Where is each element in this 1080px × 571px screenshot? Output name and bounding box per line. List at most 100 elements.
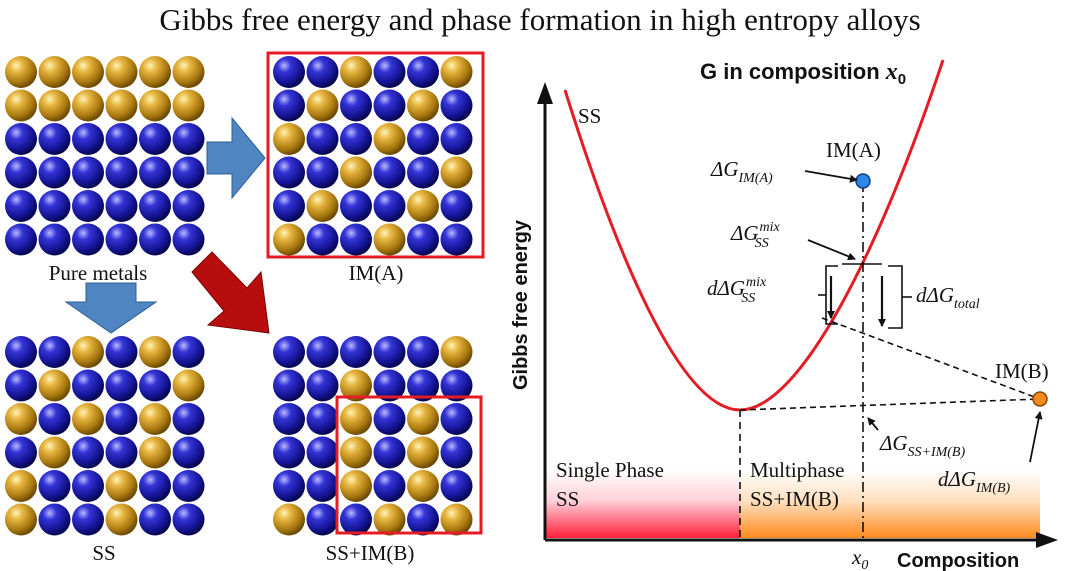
blue-atom bbox=[440, 403, 473, 435]
blue-atom bbox=[72, 156, 104, 189]
gold-atom bbox=[440, 156, 473, 189]
blue-atom bbox=[440, 123, 473, 155]
blue-atom bbox=[373, 436, 406, 469]
blue-atom bbox=[38, 156, 71, 189]
gold-atom bbox=[273, 223, 305, 256]
im-b-region-frame bbox=[335, 395, 483, 535]
blue-atom bbox=[105, 156, 138, 189]
blue-atom bbox=[38, 336, 71, 368]
blue-atom bbox=[340, 336, 372, 368]
blue-atom bbox=[172, 223, 205, 256]
blue-atom bbox=[139, 156, 171, 189]
blue-atom bbox=[172, 336, 205, 368]
gold-atom bbox=[273, 123, 305, 155]
gold-atom bbox=[139, 403, 171, 435]
blue-atom bbox=[5, 436, 37, 469]
gold-atom bbox=[105, 89, 138, 122]
blue-atom bbox=[72, 470, 104, 502]
gold-atom bbox=[139, 89, 171, 122]
blue-atom bbox=[340, 190, 372, 222]
label-pure-metals: Pure metals bbox=[49, 261, 148, 285]
blue-atom bbox=[407, 503, 439, 536]
point-label-im-b: IM(B) bbox=[995, 359, 1049, 383]
blue-atom bbox=[38, 470, 71, 502]
gold-atom bbox=[340, 56, 372, 88]
blue-atom bbox=[139, 123, 171, 155]
figure-title: Gibbs free energy and phase formation in… bbox=[159, 2, 920, 37]
blue-atom bbox=[273, 470, 305, 502]
gold-atom bbox=[5, 403, 37, 435]
arrow-d-dg-im-b bbox=[1029, 411, 1043, 463]
gold-atom bbox=[5, 56, 37, 88]
gold-atom bbox=[440, 503, 473, 536]
gold-atom bbox=[105, 56, 138, 88]
blue-atom bbox=[5, 336, 37, 368]
blue-atom bbox=[38, 223, 71, 256]
label-d-dg-ss-mix: dΔGmix SS bbox=[707, 275, 767, 306]
point-im-b bbox=[1032, 391, 1048, 407]
gold-atom bbox=[5, 89, 37, 122]
gold-atom bbox=[373, 123, 406, 155]
blue-atom bbox=[373, 369, 406, 402]
gold-atom bbox=[440, 336, 473, 368]
region-multi-line1: Multiphase bbox=[750, 458, 845, 482]
region-multi-line2: SS+IM(B) bbox=[750, 487, 839, 511]
gold-atom bbox=[38, 89, 71, 122]
blue-atom bbox=[407, 369, 439, 402]
blue-atom bbox=[340, 123, 372, 155]
gold-atom bbox=[172, 369, 205, 402]
blue-atom bbox=[139, 503, 171, 536]
label-ss-im-b: SS+IM(B) bbox=[326, 541, 415, 565]
arrow-dg-ss-mix bbox=[807, 239, 856, 261]
blue-atom bbox=[440, 190, 473, 222]
lattice-im-a bbox=[273, 56, 473, 256]
blue-atom bbox=[72, 223, 104, 256]
gold-atom bbox=[105, 470, 138, 502]
x0-tick-label: x0 bbox=[851, 545, 868, 571]
blue-atom bbox=[373, 336, 406, 368]
y-axis-arrowhead bbox=[537, 82, 553, 104]
blue-atom bbox=[273, 403, 305, 435]
blue-atom bbox=[105, 190, 138, 222]
gold-atom bbox=[440, 56, 473, 88]
gold-atom bbox=[306, 190, 339, 222]
region-single-line1: Single Phase bbox=[556, 458, 664, 482]
gold-atom bbox=[172, 56, 205, 88]
tangent-ss-im-b bbox=[739, 398, 1041, 411]
gold-atom bbox=[340, 369, 372, 402]
band-multiphase bbox=[740, 470, 1040, 538]
arrow-dg-im-a bbox=[804, 170, 858, 183]
gold-atom bbox=[273, 503, 305, 536]
blue-atom bbox=[407, 56, 439, 88]
blue-atom bbox=[273, 89, 305, 122]
label-d-dg-total: dΔGtotal bbox=[916, 283, 980, 312]
bracket-right bbox=[888, 265, 903, 329]
blue-atom bbox=[273, 336, 305, 368]
blue-atom bbox=[105, 336, 138, 368]
blue-atom bbox=[139, 223, 171, 256]
blue-atom bbox=[373, 470, 406, 502]
gold-atom bbox=[340, 403, 372, 435]
blue-atom bbox=[172, 403, 205, 435]
gold-atom bbox=[407, 89, 439, 122]
blue-atom bbox=[440, 436, 473, 469]
blue-atom bbox=[273, 369, 305, 402]
blue-atom bbox=[5, 369, 37, 402]
gold-atom bbox=[72, 336, 104, 368]
blue-atom bbox=[172, 436, 205, 469]
label-d-dg-im-b: dΔGIM(B) bbox=[938, 467, 1011, 496]
gold-atom bbox=[139, 436, 171, 469]
blue-atom bbox=[373, 190, 406, 222]
gold-atom bbox=[407, 436, 439, 469]
blue-atom bbox=[306, 56, 339, 88]
arrow-to-ss bbox=[64, 282, 158, 334]
blue-atom bbox=[139, 470, 171, 502]
blue-atom bbox=[172, 470, 205, 502]
lattice-ss-im-b bbox=[273, 336, 473, 536]
blue-atom bbox=[306, 223, 339, 256]
blue-atom bbox=[172, 503, 205, 536]
blue-atom bbox=[306, 369, 339, 402]
blue-atom bbox=[306, 336, 339, 368]
blue-atom bbox=[105, 436, 138, 469]
